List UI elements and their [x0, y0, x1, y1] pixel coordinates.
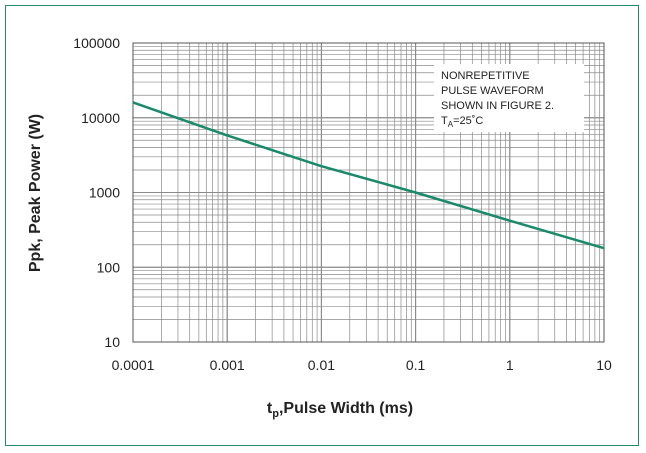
- annotation-box: NONREPETITIVE PULSE WAVEFORM SHOWN IN FI…: [434, 64, 584, 132]
- plot-area: [132, 42, 605, 343]
- x-axis-title: tp,Pulse Width (ms): [267, 400, 413, 420]
- x-tick-label: 0.01: [308, 357, 335, 373]
- y-tick-label: 10: [104, 334, 120, 350]
- x-tick-label: 0.0001: [112, 357, 155, 373]
- annotation-background: [434, 64, 584, 132]
- y-tick-label: 10000: [81, 110, 120, 126]
- temp-subscript: A: [448, 120, 454, 129]
- annotation-temperature: TA=25˚C: [441, 115, 483, 129]
- temp-symbol: T: [441, 115, 448, 127]
- x-tick-label: 1: [506, 357, 514, 373]
- y-tick-labels: 10 100 1000 10000 100000: [73, 35, 120, 350]
- temp-value: =25˚C: [453, 115, 483, 127]
- annotation-line-2: PULSE WAVEFORM: [441, 85, 544, 97]
- x-tick-label: 0.001: [210, 357, 245, 373]
- x-axis-title-sub: p: [272, 408, 279, 420]
- y-tick-label: 1000: [89, 185, 120, 201]
- x-tick-labels: 0.0001 0.001 0.01 0.1 1 10: [112, 357, 612, 373]
- peak-power-curve: [132, 101, 605, 250]
- annotation-line-1: NONREPETITIVE: [441, 70, 530, 82]
- x-axis-title-rest: ,Pulse Width (ms): [279, 400, 413, 417]
- y-axis-title: Ppk, Peak Power (W): [27, 114, 44, 272]
- x-tick-label: 0.1: [406, 357, 426, 373]
- y-tick-label: 100: [97, 259, 121, 275]
- x-axis-title-main: t: [267, 400, 273, 417]
- x-tick-label: 10: [596, 357, 612, 373]
- y-tick-label: 100000: [73, 35, 120, 51]
- series-layer: [132, 101, 605, 250]
- annotation-line-3: SHOWN IN FIGURE 2.: [441, 100, 554, 112]
